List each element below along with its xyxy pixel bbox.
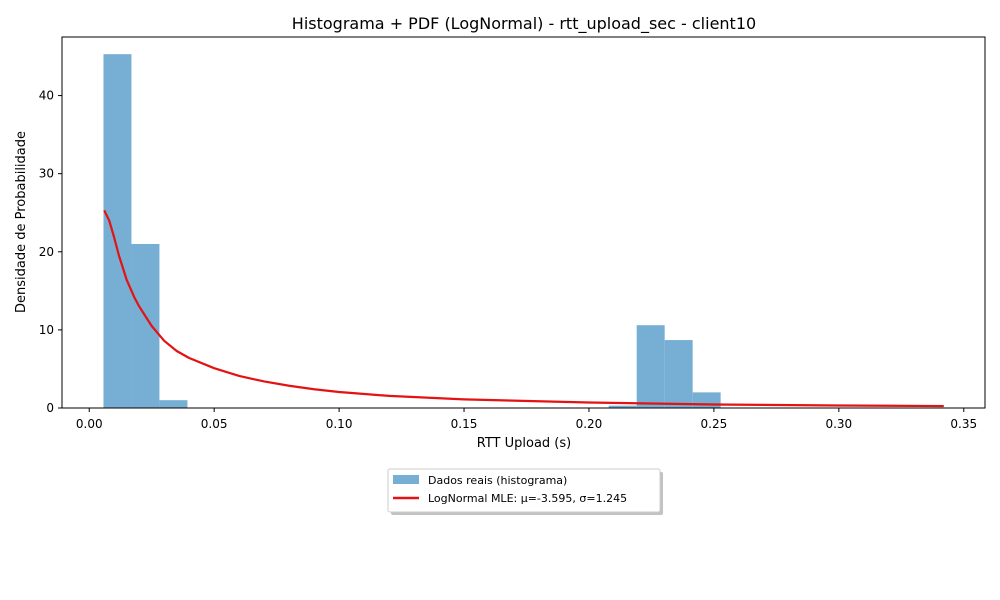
histogram-bar-3 [608, 405, 637, 408]
y-tick-label: 10 [39, 323, 54, 337]
pdf-line [103, 209, 944, 408]
histogram-bar-0 [103, 54, 132, 409]
x-tick-label: 0.00 [76, 417, 103, 431]
histogram-bar-4 [636, 325, 665, 408]
y-tick-label: 20 [39, 245, 54, 259]
y-axis-label: Densidade de Probabilidade [14, 131, 29, 313]
legend-pdf-label: LogNormal MLE: μ=-3.595, σ=1.245 [428, 492, 627, 505]
histogram-bar-6 [692, 392, 721, 408]
x-tick-label: 0.15 [451, 417, 478, 431]
histogram-bar-2 [159, 400, 188, 408]
y-axis-ticks: 0 10 20 30 40 [39, 89, 62, 415]
plot-frame [61, 36, 986, 409]
histogram-bars [103, 54, 721, 409]
x-tick-label: 0.10 [326, 417, 353, 431]
y-tick-label: 0 [46, 401, 54, 415]
x-tick-label: 0.05 [201, 417, 228, 431]
histogram-bar-1 [131, 243, 160, 408]
x-axis-label: RTT Upload (s) [477, 436, 571, 451]
y-tick-label: 30 [39, 167, 54, 181]
legend-histogram-swatch [393, 475, 419, 484]
pdf-curve-group [103, 209, 944, 408]
x-tick-label: 0.30 [825, 417, 852, 431]
y-tick-label: 40 [39, 89, 54, 103]
x-tick-label: 0.20 [576, 417, 603, 431]
x-tick-label: 0.35 [950, 417, 977, 431]
legend: Dados reais (histograma) LogNormal MLE: … [387, 468, 663, 515]
legend-box [387, 468, 661, 513]
x-axis-ticks: 0.00 0.05 0.10 0.15 0.20 0.25 0.30 0.35 [76, 408, 977, 431]
x-tick-label: 0.25 [701, 417, 728, 431]
histogram-bar-5 [664, 340, 693, 408]
legend-histogram-label: Dados reais (histograma) [428, 474, 567, 487]
chart-title: Histograma + PDF (LogNormal) - rtt_uploa… [292, 14, 756, 34]
